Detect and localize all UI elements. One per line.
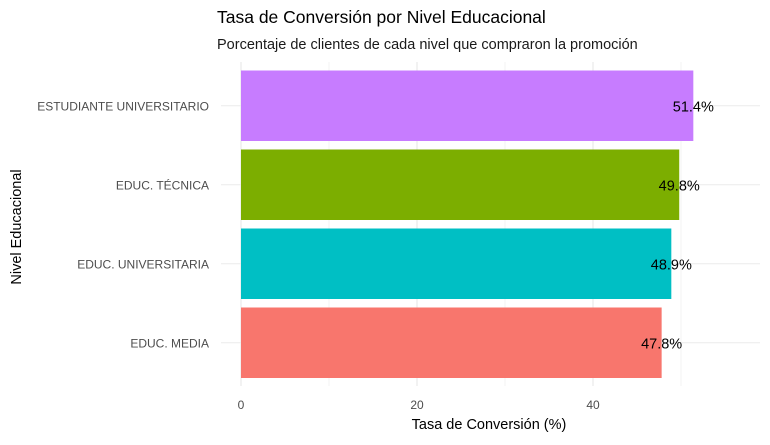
- value-labels: 47.8% 48.9% 49.8% 51.4%: [641, 99, 714, 352]
- y-category-label: EDUC. TÉCNICA: [116, 177, 209, 192]
- x-tick-label: 0: [238, 398, 245, 412]
- x-axis-title: Tasa de Conversión (%): [412, 417, 567, 433]
- y-category-label: ESTUDIANTE UNIVERSITARIO: [37, 99, 209, 113]
- x-tick-label: 20: [410, 398, 424, 412]
- y-axis-title: Nivel Educacional: [9, 169, 25, 284]
- bar: [241, 307, 662, 378]
- bar: [241, 70, 694, 141]
- y-category-labels: EDUC. MEDIA EDUC. UNIVERSITARIA EDUC. TÉCN…: [37, 99, 209, 350]
- bar-value-label: 47.8%: [641, 336, 682, 352]
- bar-value-label: 51.4%: [673, 99, 714, 115]
- chart-title: Tasa de Conversión por Nivel Educacional: [217, 7, 546, 27]
- chart-subtitle: Porcentaje de clientes de cada nivel que…: [217, 37, 638, 53]
- x-tick-labels: 0 20 40: [238, 398, 600, 412]
- bar: [241, 228, 672, 299]
- y-category-label: EDUC. MEDIA: [130, 336, 209, 350]
- y-category-label: EDUC. UNIVERSITARIA: [77, 257, 209, 271]
- bar: [241, 149, 680, 220]
- x-tick-label: 40: [586, 398, 600, 412]
- bar-value-label: 48.9%: [651, 257, 692, 273]
- bars: [241, 70, 694, 378]
- bar-value-label: 49.8%: [659, 178, 700, 194]
